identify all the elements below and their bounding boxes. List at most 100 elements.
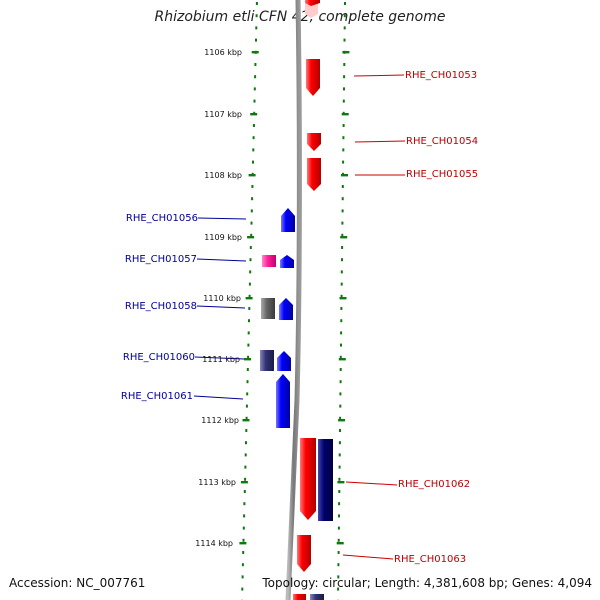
- leader-rhe-ch01058: [196, 305, 246, 309]
- left-track-dot: [245, 441, 247, 445]
- right-track-dot: [343, 14, 346, 18]
- gene-rhe-ch01063[interactable]: [297, 535, 311, 572]
- gene-rhe-ch01061[interactable]: [276, 374, 290, 428]
- gene-label-rhe-ch01054[interactable]: RHE_CH01054: [406, 136, 478, 147]
- left-track-dot: [242, 551, 245, 554]
- left-track-dot: [248, 319, 250, 323]
- right-track-dot: [341, 246, 344, 249]
- right-track-dot: [341, 258, 343, 262]
- left-track-dot: [252, 160, 254, 164]
- left-track-dot: [242, 526, 245, 530]
- left-track-dot: [248, 282, 251, 286]
- right-track-dot: [340, 307, 343, 310]
- major-tick-right: [336, 542, 344, 545]
- gene-label-rhe-ch01063[interactable]: RHE_CH01063: [394, 554, 466, 565]
- gene-label-rhe-ch01055[interactable]: RHE_CH01055: [406, 169, 478, 180]
- left-track-dot: [249, 270, 252, 274]
- left-track-dot: [241, 575, 244, 579]
- right-track-dot: [338, 477, 341, 481]
- gene-rhe-ch01057[interactable]: [280, 255, 294, 268]
- gene-label-rhe-ch01060[interactable]: RHE_CH01060: [123, 352, 195, 363]
- genome-backbone: [285, 0, 302, 600]
- left-track-dot: [251, 197, 254, 201]
- major-tick-left: [250, 113, 258, 116]
- gene-label-rhe-ch01056[interactable]: RHE_CH01056: [126, 213, 198, 224]
- leader-rhe-ch01062: [345, 481, 398, 486]
- left-track-dot: [244, 453, 247, 457]
- gene-partial-bottom-slate: [310, 594, 324, 600]
- gene-rhe-ch01058-gray[interactable]: [261, 298, 275, 319]
- left-track-dot: [252, 124, 255, 127]
- gene-labels-right: RHE_CH01053 RHE_CH01054 RHE_CH01055 RHE_…: [394, 70, 478, 565]
- right-track-dot: [337, 563, 340, 567]
- right-track-dot: [339, 368, 342, 371]
- gene-rhe-ch01053[interactable]: [306, 59, 320, 96]
- tick-label-1110: 1110 kbp: [203, 294, 241, 303]
- right-track-dot: [340, 282, 343, 286]
- major-tick-right: [341, 174, 348, 177]
- left-track-dot: [250, 221, 253, 225]
- right-track-dot: [337, 526, 340, 530]
- left-track-dot: [251, 185, 254, 188]
- major-tick-left: [239, 542, 247, 545]
- left-track-dot: [244, 477, 247, 481]
- major-tick-left: [251, 51, 259, 54]
- major-tick-right: [337, 481, 345, 484]
- right-track-dot: [341, 233, 344, 237]
- gene-rhe-ch01062[interactable]: [300, 438, 316, 520]
- left-track-dot: [252, 148, 255, 152]
- left-track-dot: [255, 38, 257, 42]
- left-track-dot: [253, 99, 256, 103]
- right-track-dot: [338, 514, 340, 518]
- major-tick-left: [248, 174, 256, 177]
- gene-label-rhe-ch01053[interactable]: RHE_CH01053: [405, 70, 477, 81]
- right-track-dot: [342, 99, 345, 103]
- left-track-dot: [245, 429, 248, 432]
- gene-rhe-ch01060-slate[interactable]: [260, 350, 274, 371]
- major-tick-right: [338, 419, 346, 422]
- left-track-dot: [249, 246, 252, 249]
- right-track-dot: [341, 185, 344, 188]
- left-track-dot: [255, 2, 258, 5]
- right-track-dot: [338, 502, 341, 506]
- left-track-dot: [246, 380, 249, 384]
- gene-rhe-ch01060[interactable]: [277, 351, 291, 371]
- left-track-dot: [241, 563, 244, 567]
- left-track-dot: [243, 490, 246, 493]
- left-track-dot: [250, 233, 253, 237]
- gene-rhe-ch01057-pink[interactable]: [262, 255, 276, 267]
- major-tick-left: [242, 419, 250, 422]
- gene-rhe-ch01062-navy[interactable]: [318, 439, 333, 521]
- major-tick-left: [240, 481, 248, 484]
- right-track-dot: [344, 2, 346, 5]
- gene-label-rhe-ch01061[interactable]: RHE_CH01061: [121, 391, 193, 402]
- leader-rhe-ch01060: [194, 356, 245, 360]
- right-track-dot: [339, 429, 341, 432]
- right-track-dot: [337, 587, 340, 591]
- right-track-dot: [343, 87, 345, 91]
- gene-label-rhe-ch01057[interactable]: RHE_CH01057: [125, 254, 197, 265]
- right-track-dot: [342, 148, 345, 152]
- gene-rhe-ch01056[interactable]: [281, 208, 295, 232]
- left-track-dot: [246, 368, 249, 371]
- gene-rhe-ch01055[interactable]: [307, 158, 321, 191]
- scale-tick-labels: 1106 kbp 1107 kbp 1108 kbp 1109 kbp 1110…: [195, 48, 242, 548]
- leader-rhe-ch01053: [353, 74, 405, 77]
- gene-features: [260, 0, 333, 600]
- left-track-dot: [242, 538, 245, 542]
- left-track-dot: [247, 331, 250, 335]
- right-track-dot: [341, 197, 344, 201]
- left-track-dot: [248, 294, 251, 298]
- right-track-dot: [341, 209, 344, 213]
- right-track-dot: [343, 38, 346, 42]
- gene-rhe-ch01058[interactable]: [279, 298, 293, 320]
- gene-label-rhe-ch01058[interactable]: RHE_CH01058: [125, 301, 197, 312]
- left-track-dot: [243, 514, 246, 518]
- right-track-dot: [338, 465, 341, 469]
- gene-rhe-ch01054[interactable]: [307, 133, 321, 151]
- major-tick-right: [339, 297, 347, 300]
- gene-label-rhe-ch01062[interactable]: RHE_CH01062: [398, 479, 470, 490]
- major-tick-left: [244, 358, 251, 361]
- right-track-dot: [343, 75, 346, 79]
